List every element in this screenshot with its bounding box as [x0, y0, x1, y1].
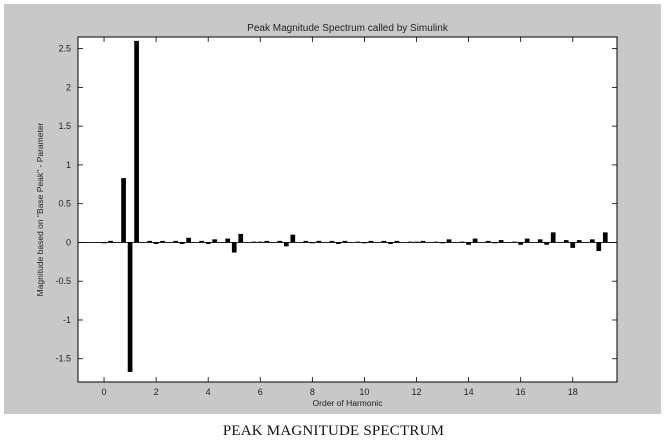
chart: Peak Magnitude Spectrum called by Simuli…: [35, 23, 618, 408]
bar-0-11: [199, 240, 205, 243]
y-tick-label-5: 1: [66, 160, 71, 170]
y-tick-label-0: -1.5: [55, 354, 71, 364]
bar-0-56: [589, 239, 595, 243]
y-axis-title: Magnitude based on "Base Peak" - Paramet…: [35, 122, 45, 296]
bar-0-28: [342, 240, 348, 243]
y-tick-label-3: 0: [66, 237, 71, 247]
figure-window: Peak Magnitude Spectrum called by Simuli…: [4, 4, 661, 414]
bar-0-36: [414, 241, 419, 243]
bar-0-6: [153, 242, 159, 244]
bar-0-52: [550, 232, 556, 243]
x-tick-label-5: 10: [359, 387, 369, 397]
bar-0-57: [596, 242, 602, 251]
bar-0-8: [173, 240, 178, 243]
bar-0-55: [576, 240, 582, 243]
bar-0-15: [231, 242, 237, 253]
bars-group: [101, 40, 608, 372]
bar-0-34: [394, 240, 400, 243]
x-axis-title: Order of Harmonic: [313, 398, 384, 408]
bar-0-58: [602, 232, 608, 243]
x-tick-label-0: 0: [102, 387, 107, 397]
y-tick-label-6: 1.5: [58, 121, 71, 131]
bar-0-27: [336, 242, 341, 244]
bar-0-51: [544, 242, 550, 245]
bar-0-42: [466, 242, 471, 245]
bar-0-4: [134, 40, 139, 243]
bar-0-33: [388, 242, 393, 244]
bar-0-13: [212, 239, 218, 243]
bar-0-18: [257, 241, 263, 243]
y-tick-label-1: -1: [63, 315, 71, 325]
bar-0-49: [524, 238, 530, 243]
bar-0-47: [511, 241, 517, 243]
plot-area: [77, 36, 618, 383]
x-tick-label-9: 18: [568, 387, 578, 397]
bar-0-7: [160, 240, 165, 243]
bar-0-45: [492, 242, 497, 244]
bar-0-16: [238, 233, 244, 243]
bar-0-44: [485, 240, 491, 243]
bar-0-9: [179, 242, 185, 244]
bar-0-29: [355, 241, 361, 243]
bar-0-21: [283, 242, 289, 247]
bar-0-40: [446, 239, 452, 243]
bar-0-35: [407, 241, 413, 243]
x-tick-label-6: 12: [411, 387, 421, 397]
x-tick-label-4: 8: [310, 387, 315, 397]
bar-0-54: [570, 242, 576, 248]
bar-0-5: [147, 240, 152, 243]
y-ticks: -1.5 -1 -0.5 0 0.5 1 1.5 2 2.5: [55, 44, 617, 364]
x-tick-label-1: 2: [154, 387, 159, 397]
y-tick-label-7: 2: [66, 82, 71, 92]
bar-0-50: [537, 239, 543, 243]
bar-0-22: [290, 234, 296, 243]
bar-0-53: [563, 240, 569, 243]
bar-0-24: [310, 242, 315, 244]
bar-0-48: [518, 242, 524, 245]
bar-0-26: [329, 240, 335, 243]
bar-0-3: [127, 242, 133, 372]
y-tick-label-8: 2.5: [58, 44, 71, 54]
bar-0-20: [277, 240, 283, 243]
x-tick-label-2: 4: [206, 387, 211, 397]
bar-0-38: [433, 241, 439, 243]
bar-0-37: [420, 240, 426, 243]
bar-0-30: [362, 242, 367, 244]
bar-0-14: [225, 238, 231, 243]
chart-title: Peak Magnitude Spectrum called by Simuli…: [247, 23, 449, 34]
x-tick-label-3: 6: [258, 387, 263, 397]
bar-0-2: [121, 178, 126, 243]
y-tick-label-2: -0.5: [55, 276, 71, 286]
bar-0-25: [316, 240, 322, 243]
bar-0-31: [368, 240, 374, 243]
figure-caption: PEAK MAGNITUDE SPECTRUM: [222, 423, 445, 439]
bar-0-0: [101, 242, 107, 244]
x-tick-label-8: 16: [516, 387, 526, 397]
bar-0-43: [472, 238, 478, 243]
bar-0-17: [251, 241, 257, 243]
bar-0-12: [205, 242, 211, 244]
bar-0-10: [186, 237, 192, 243]
x-tick-label-7: 14: [464, 387, 474, 397]
bar-0-41: [459, 241, 465, 243]
bar-0-19: [264, 240, 270, 243]
bar-0-39: [440, 242, 445, 244]
bar-0-32: [381, 240, 387, 243]
y-tick-label-4: 0.5: [58, 199, 71, 209]
x-ticks: 0 2 4 6 8 10 12 14 16 18: [102, 37, 578, 397]
bar-0-1: [108, 240, 113, 243]
bar-0-23: [303, 240, 309, 243]
bar-0-46: [498, 240, 504, 243]
